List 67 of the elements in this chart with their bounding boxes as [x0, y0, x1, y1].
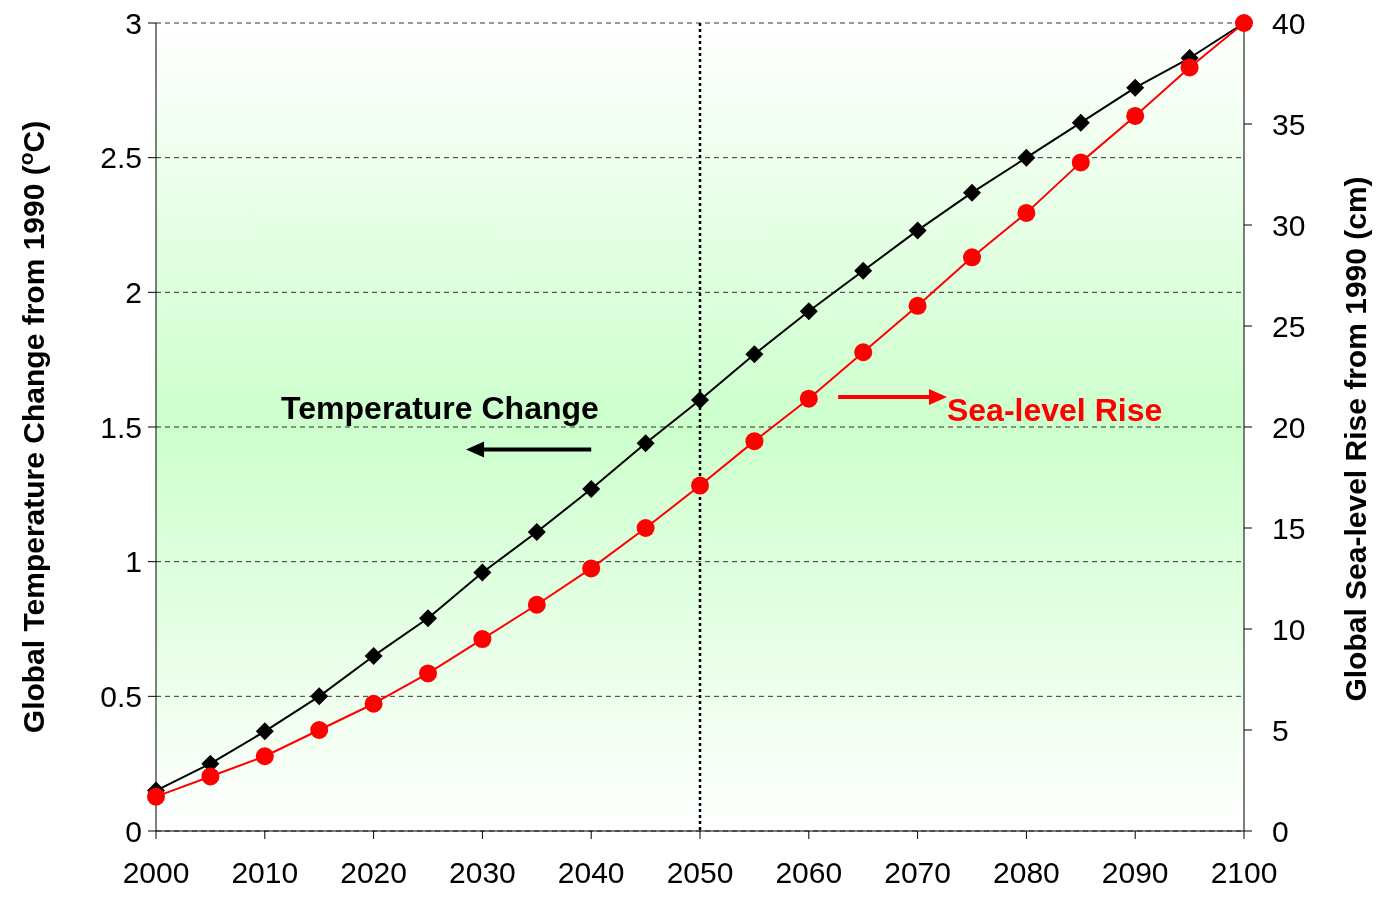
point — [1017, 203, 1036, 222]
point — [201, 767, 220, 786]
point — [691, 476, 709, 495]
x-tick-label: 2040 — [557, 856, 625, 889]
point — [582, 559, 601, 578]
point — [636, 434, 655, 453]
point — [854, 261, 873, 280]
y2-tick-label: 30 — [1272, 208, 1306, 242]
y2-tick-label: 20 — [1272, 410, 1306, 444]
point — [745, 345, 764, 364]
point — [310, 721, 329, 739]
point — [147, 787, 165, 806]
point — [799, 302, 818, 321]
x-tick-label: 2010 — [231, 856, 299, 889]
x-tick-label: 2020 — [340, 856, 407, 889]
x-tick-label: 2060 — [775, 856, 843, 889]
point — [1071, 113, 1090, 132]
point — [527, 595, 546, 614]
y-tick-label: 1.5 — [100, 410, 142, 444]
x-tick-label: 2100 — [1210, 856, 1278, 889]
point — [473, 630, 492, 649]
y2-tick-label: 40 — [1272, 6, 1306, 40]
point — [963, 248, 981, 267]
y2-tick-label: 10 — [1272, 612, 1306, 646]
point — [473, 563, 492, 582]
y2-tick-label: 25 — [1272, 309, 1306, 343]
x-tick-label: 2000 — [122, 856, 190, 889]
point — [1126, 78, 1145, 97]
point — [1071, 153, 1090, 172]
point — [1180, 58, 1199, 77]
point — [854, 343, 873, 362]
point — [419, 609, 437, 628]
point — [364, 646, 383, 665]
point — [1017, 148, 1036, 167]
y-tick-label: 3 — [125, 6, 142, 40]
y2-tick-label: 5 — [1272, 713, 1289, 747]
point — [310, 687, 329, 706]
x-tick-label: 2070 — [884, 856, 951, 889]
point — [691, 391, 709, 410]
point — [908, 221, 927, 240]
legend-label: Sea-level Rise — [946, 392, 1163, 429]
y-tick-label: 0 — [125, 814, 142, 848]
point — [527, 523, 546, 542]
point — [582, 479, 601, 498]
point — [963, 183, 981, 202]
point — [636, 519, 655, 537]
y2-axis-title: Global Sea-level Rise from 1990 (cm) — [1339, 176, 1372, 702]
series-label: Temperature Change — [281, 389, 599, 426]
point — [908, 296, 927, 315]
x-tick-label: 2090 — [1101, 856, 1169, 889]
y-tick-label: 0.5 — [100, 679, 142, 713]
point — [255, 747, 274, 766]
y2-tick-label: 15 — [1272, 511, 1306, 545]
y-tick-label: 1 — [125, 545, 142, 579]
point — [745, 432, 764, 451]
y2-tick-label: 0 — [1272, 814, 1289, 848]
x-tick-label: 2080 — [993, 856, 1060, 889]
y-tick-label: 2.5 — [100, 141, 142, 175]
point — [799, 389, 818, 408]
point — [1126, 106, 1145, 125]
x-tick-label: 2030 — [449, 856, 516, 889]
y-tick-label: 2 — [125, 275, 142, 309]
y2-tick-label: 35 — [1272, 107, 1306, 141]
x-tick-label: 2050 — [666, 856, 734, 889]
point — [364, 694, 383, 713]
point — [419, 664, 437, 683]
point — [255, 722, 274, 741]
